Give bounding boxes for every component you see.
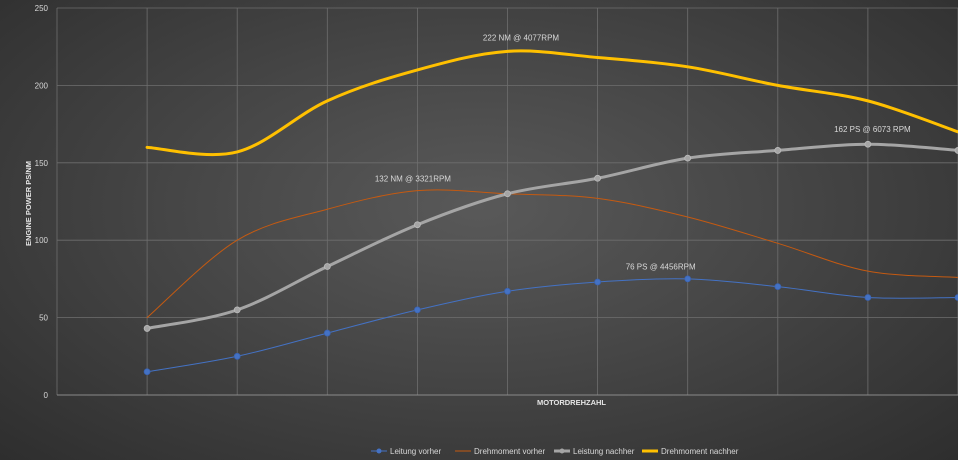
data-annotation: 222 NM @ 4077RPM xyxy=(483,34,559,43)
series-layer xyxy=(143,49,958,376)
data-point xyxy=(143,368,151,376)
legend-label: Drehmoment nachher xyxy=(661,447,739,456)
series-line xyxy=(145,49,958,157)
x-axis-title: MOTORDREHZAHL xyxy=(537,398,606,407)
data-point xyxy=(323,329,331,337)
data-point xyxy=(684,275,692,283)
y-tick-label: 200 xyxy=(35,81,49,90)
data-point xyxy=(954,147,958,154)
legend-item[interactable]: Leistung nachher xyxy=(554,447,635,456)
legend-label: Leitung vorher xyxy=(390,447,441,456)
data-point xyxy=(774,283,782,291)
data-point xyxy=(504,190,511,198)
legend[interactable]: Leitung vorher Drehmoment vorher Leistung … xyxy=(371,447,739,456)
legend-marker xyxy=(559,448,565,454)
data-point xyxy=(594,278,601,286)
y-tick-label: 100 xyxy=(35,236,49,245)
data-point xyxy=(954,294,958,301)
data-point xyxy=(143,325,151,332)
data-point xyxy=(413,221,421,229)
legend-label: Drehmoment vorher xyxy=(474,447,545,456)
data-point xyxy=(233,352,241,360)
data-annotation: 162 PS @ 6073 RPM xyxy=(834,125,911,134)
series-3 xyxy=(145,49,958,157)
y-tick-label: 150 xyxy=(35,159,49,168)
data-point xyxy=(413,306,421,314)
y-axis-title: ENGINE POWER PS/NM xyxy=(24,161,33,246)
chart-grid xyxy=(56,7,958,395)
data-point xyxy=(774,147,782,154)
data-annotation: 76 PS @ 4456RPM xyxy=(626,263,696,272)
legend-item[interactable]: Drehmoment vorher xyxy=(455,447,545,456)
series-0 xyxy=(143,275,958,376)
data-point xyxy=(233,306,241,314)
annotations: 222 NM @ 4077RPM 132 NM @ 3321RPM 162 PS @… xyxy=(375,34,911,272)
data-point xyxy=(594,174,601,182)
data-point xyxy=(864,294,872,301)
y-tick-label: 50 xyxy=(39,314,48,323)
series-2 xyxy=(143,140,958,332)
series-line xyxy=(146,278,958,373)
series-line xyxy=(146,189,958,319)
legend-label: Leistung nachher xyxy=(573,447,635,456)
data-point xyxy=(684,154,692,162)
y-tick-label: 0 xyxy=(44,391,49,400)
data-point xyxy=(864,140,872,148)
data-point xyxy=(323,263,331,270)
series-1 xyxy=(146,189,958,319)
legend-item[interactable]: Leitung vorher xyxy=(371,447,441,456)
legend-item[interactable]: Drehmoment nachher xyxy=(642,447,739,456)
series-line xyxy=(145,142,958,330)
data-annotation: 132 NM @ 3321RPM xyxy=(375,174,451,183)
y-axis-ticks: 0 50 100 150 200 250 xyxy=(35,4,49,400)
legend-marker xyxy=(376,448,382,454)
data-point xyxy=(504,287,511,295)
y-tick-label: 250 xyxy=(35,4,49,13)
